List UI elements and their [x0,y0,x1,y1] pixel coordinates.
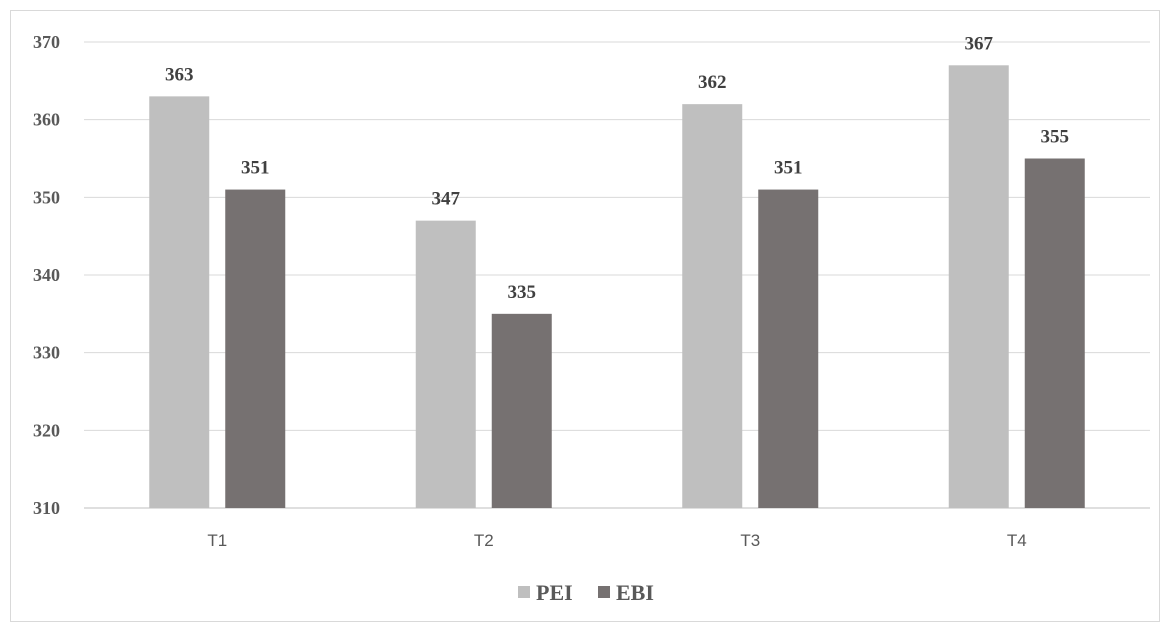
data-labels: 363 351 347 335 362 351 367 355 [165,33,1069,303]
legend-label-ebi: EBI [616,580,654,605]
x-tick-label-t4: T4 [1007,531,1027,550]
legend-swatch-pei [518,586,530,598]
data-label-pei-t3: 362 [698,72,727,93]
bar-pei-t3 [682,104,743,508]
y-tick-label: 310 [33,498,60,518]
legend: PEI EBI [518,580,654,605]
data-label-ebi-t4: 355 [1041,127,1070,148]
data-label-pei-t2: 347 [432,189,461,210]
bar-pei-t2 [415,220,476,508]
bar-ebi-t4 [1024,158,1085,508]
y-tick-label: 350 [33,187,60,207]
chart-frame [10,10,1160,622]
data-label-pei-t4: 367 [965,33,994,54]
y-tick-label: 330 [33,343,60,363]
bars [149,65,1085,509]
x-tick-label-t1: T1 [207,531,227,550]
data-label-ebi-t1: 351 [241,158,270,179]
bar-pei-t1 [149,96,210,508]
legend-label-pei: PEI [536,580,573,605]
bar-ebi-t1 [225,189,286,509]
y-tick-label: 360 [33,110,60,130]
y-tick-label: 320 [33,420,60,440]
legend-swatch-ebi [598,586,610,598]
x-tick-label-t2: T2 [474,531,494,550]
data-label-ebi-t3: 351 [774,158,803,179]
data-label-ebi-t2: 335 [508,282,537,303]
y-tick-label: 340 [33,265,60,285]
y-tick-label: 370 [33,32,60,52]
x-tick-label-t3: T3 [740,531,760,550]
y-axis-ticks: 310 320 330 340 350 360 370 [33,32,60,518]
bar-pei-t4 [948,65,1009,509]
bar-ebi-t3 [758,189,819,509]
x-axis-ticks: T1 T2 T3 T4 [207,531,1026,550]
bar-ebi-t2 [491,313,552,508]
data-label-pei-t1: 363 [165,64,194,85]
